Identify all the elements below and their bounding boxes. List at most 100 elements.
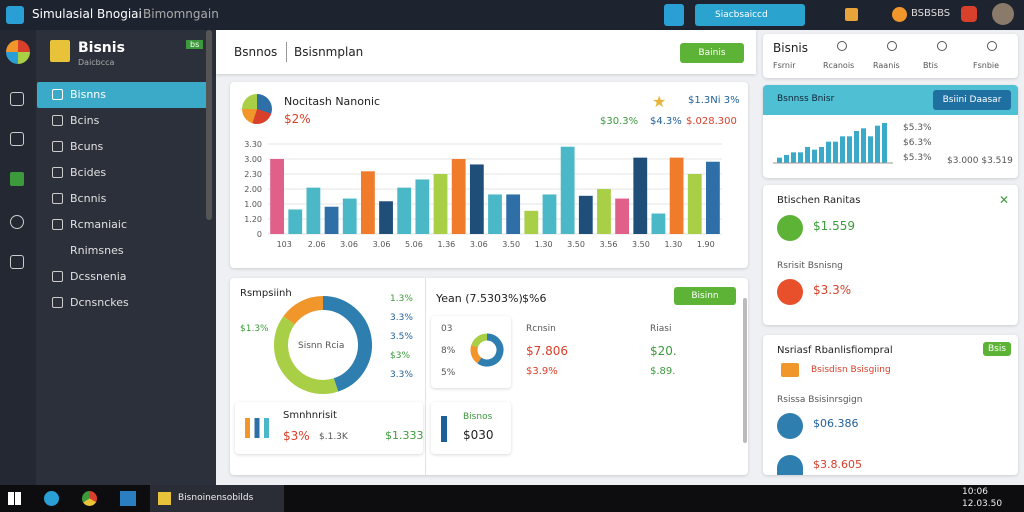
menu-item[interactable]: Dcssnenia xyxy=(70,270,127,283)
profile-card: Bisnis Fsrnir Rcanois Raanis Btis Fsnbie xyxy=(763,34,1018,78)
breadcrumb: Bsisnmplan xyxy=(294,45,364,59)
tab-label[interactable]: Btis xyxy=(923,61,939,70)
icon-button[interactable] xyxy=(664,4,684,26)
teal-card: Bsnnss Bnisr Bsiini Daasar $5.3% $6.3% $… xyxy=(763,85,1018,178)
report-button[interactable]: Bsis xyxy=(983,342,1011,356)
profile-name: Bisnis xyxy=(773,41,809,55)
rail-icon[interactable] xyxy=(10,172,24,186)
header-title: Bsnnos xyxy=(234,45,278,59)
summary-icon xyxy=(245,418,269,438)
small-label: 5% xyxy=(441,368,456,378)
scrollbar xyxy=(206,30,212,220)
tab-label[interactable]: Raanis xyxy=(873,61,900,70)
header-button[interactable]: Bainis xyxy=(680,43,744,63)
summary-value: $3% xyxy=(283,429,310,443)
x-tick-label: 1.30 xyxy=(664,240,682,249)
menu-icon xyxy=(52,271,63,282)
menu-item[interactable]: Rcmaniaic xyxy=(70,218,128,231)
donut-segment xyxy=(477,333,504,367)
ranking-icon xyxy=(777,215,803,241)
menu-item[interactable]: Bcides xyxy=(70,166,107,179)
box-title: Bisnos xyxy=(463,412,493,422)
taskbar-app[interactable] xyxy=(120,491,136,506)
mini-bar xyxy=(791,152,796,163)
taskbar-app[interactable] xyxy=(82,491,97,506)
rail-icon[interactable] xyxy=(10,255,24,269)
menu-item[interactable]: Bcuns xyxy=(70,140,104,153)
mini-bar xyxy=(875,125,880,163)
teal-button[interactable]: Bsiini Daasar xyxy=(933,90,1011,110)
app-icon-red[interactable] xyxy=(961,6,977,22)
mini-bar xyxy=(861,128,866,163)
tab-label[interactable]: Fsnbie xyxy=(973,61,1000,70)
stat-sub: $3.9% xyxy=(526,366,558,377)
tab-icon[interactable] xyxy=(887,41,897,51)
tab-label[interactable]: Fsrnir xyxy=(773,61,796,70)
start-button[interactable] xyxy=(8,492,21,505)
ranking-label: Rsrisit Bsnisng xyxy=(777,261,843,271)
close-icon[interactable]: ✕ xyxy=(999,193,1010,207)
menu-item[interactable]: Rnimsnes xyxy=(70,244,124,257)
x-tick-label: 3.06 xyxy=(470,240,488,249)
menu-item[interactable]: Bcins xyxy=(70,114,100,127)
search-button[interactable]: Siacbsaiccd xyxy=(695,4,805,26)
divider xyxy=(425,278,426,475)
box-icon xyxy=(441,416,447,442)
stat-top: $1.3Ni 3% xyxy=(688,95,740,106)
x-tick-label: 3.06 xyxy=(340,240,358,249)
tab-icon[interactable] xyxy=(837,41,847,51)
donut-left-label: $1.3% xyxy=(240,324,269,334)
report-label: Bsisdisn Bsisgiing xyxy=(811,365,891,375)
bar xyxy=(597,189,611,234)
sidebar: Bisnis Daicbcca bs Bisnns Bcins Bcuns Bcide… xyxy=(36,30,216,485)
mini-bar xyxy=(819,147,824,163)
legend-label: 3.3% xyxy=(390,313,413,323)
app-title: Simulasial Bnogiai xyxy=(32,7,142,21)
donut-segment xyxy=(283,296,324,325)
y-tick-label: 2.00 xyxy=(244,185,262,194)
bar xyxy=(633,157,648,234)
notification-icon[interactable] xyxy=(845,8,858,21)
menu-item[interactable]: Dcnsnckes xyxy=(70,296,129,309)
donut-title: Rsmpsiinh xyxy=(240,288,292,299)
menu-item[interactable]: Bcnnis xyxy=(70,192,107,205)
bar xyxy=(560,146,575,234)
active-app[interactable]: Bisnoinensobilds xyxy=(150,485,284,512)
rail-icon[interactable] xyxy=(10,215,24,229)
menu-item[interactable]: Bisnns xyxy=(70,88,107,101)
small-donut xyxy=(470,333,504,367)
menu-icon xyxy=(52,167,63,178)
rail-icon[interactable] xyxy=(10,132,24,146)
legend-label: 3.5% xyxy=(390,332,413,342)
tab-icon[interactable] xyxy=(987,41,997,51)
bar xyxy=(506,194,521,234)
chart-icon xyxy=(242,94,272,124)
clock-time: 10:06 xyxy=(962,487,988,497)
bar xyxy=(669,157,684,234)
stat-label: Riasi xyxy=(650,324,672,334)
legend-label: 1.3% xyxy=(390,294,413,304)
tab-label[interactable]: Rcanois xyxy=(823,61,855,70)
donut-segment xyxy=(470,344,482,364)
ranking-card: Btischen Ranitas ✕ $1.559 Rsrisit Bsnisn… xyxy=(763,185,1018,325)
x-tick-label: 1.30 xyxy=(535,240,553,249)
report-icon xyxy=(781,363,799,377)
tab-icon[interactable] xyxy=(937,41,947,51)
avatar[interactable] xyxy=(992,3,1014,25)
rail-icon[interactable] xyxy=(10,92,24,106)
logo xyxy=(6,40,30,64)
mini-bar-chart xyxy=(773,123,893,164)
x-tick-label: 1.36 xyxy=(437,240,455,249)
bar-chart: 0 1.20 1.00 2.00 2.30 3.00 3.30 103 2.06 3.06 3.06… xyxy=(244,140,722,249)
header: Bsnnos Bsisnmplan Bainis xyxy=(216,30,756,74)
ranking-value: $1.559 xyxy=(813,219,855,233)
user-label: BSBSBS xyxy=(911,8,951,19)
bar xyxy=(288,209,303,234)
taskbar-app[interactable] xyxy=(44,491,59,506)
clock-date: 12.03.50 xyxy=(962,499,1003,509)
box-value: $030 xyxy=(463,428,494,442)
legend-label: $3% xyxy=(390,351,411,361)
bar xyxy=(379,201,393,234)
teal-title: Bsnnss Bnisr xyxy=(777,94,835,104)
year-button[interactable]: Bisinn xyxy=(674,287,736,305)
